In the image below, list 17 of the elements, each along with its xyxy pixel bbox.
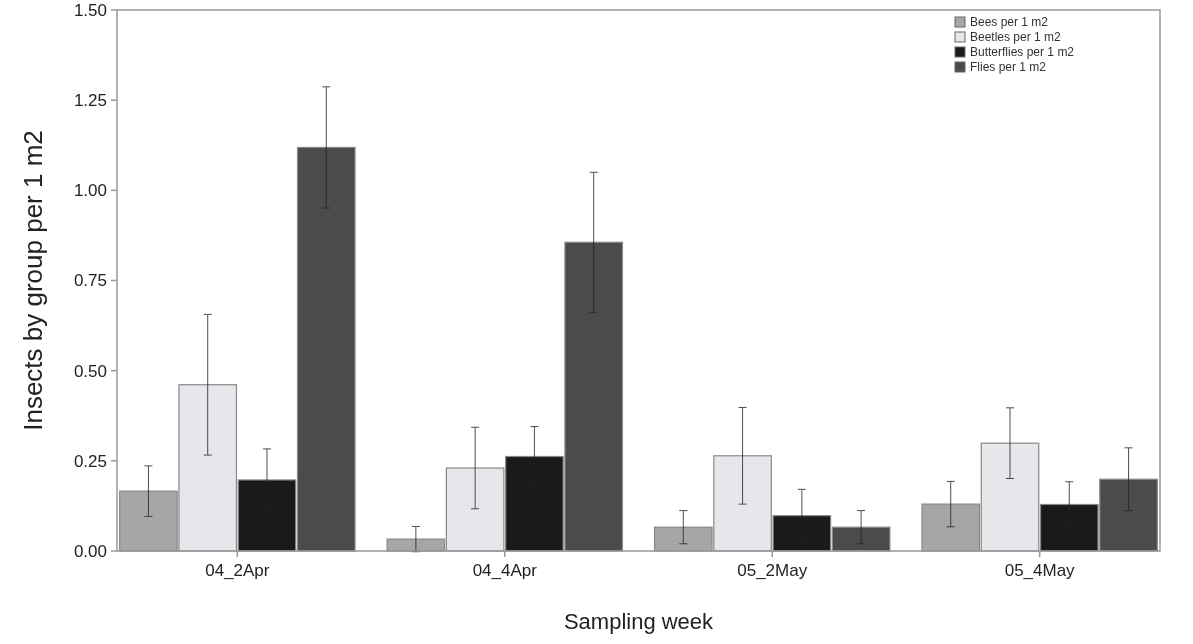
x-axis-title: Sampling week (563, 609, 715, 634)
x-tick-label: 05_4May (1004, 561, 1076, 580)
y-tick-label: 0.50 (73, 361, 107, 381)
y-tick-label: 0.25 (73, 451, 107, 471)
y-tick-label: 0.00 (73, 541, 107, 561)
legend-label: Butterflies per 1 m2 (970, 45, 1075, 60)
y-axis-title: Insects by group per 1 m2 (18, 130, 48, 431)
x-tick-label: 05_2May (737, 561, 808, 580)
y-tick-label: 1.25 (73, 91, 107, 111)
legend-label: Beetles per 1 m2 (970, 30, 1062, 45)
legend-label: Bees per 1 m2 (970, 15, 1049, 30)
y-tick-label: 1.50 (73, 0, 107, 20)
x-tick-label: 04_2Apr (205, 561, 270, 580)
y-tick-label: 1.00 (73, 181, 107, 201)
legend-label: Flies per 1 m2 (970, 60, 1047, 75)
x-tick-label: 04_4Apr (472, 561, 538, 580)
y-tick-label: 0.75 (73, 271, 107, 291)
